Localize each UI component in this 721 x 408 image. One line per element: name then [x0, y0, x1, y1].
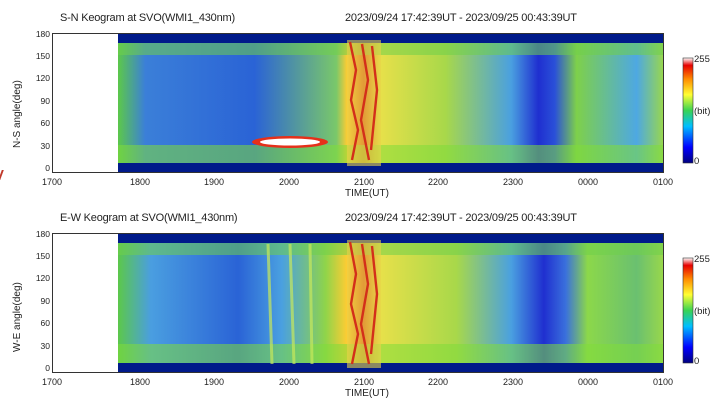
- time-range-sn: 2023/09/24 17:42:39UT - 2023/09/25 00:43…: [345, 12, 577, 24]
- y-tick-label: 0: [45, 163, 50, 173]
- x-tick-label: 1800: [129, 377, 151, 387]
- y-tick-label: 30: [40, 341, 50, 351]
- x-tick-label: 2200: [427, 377, 449, 387]
- y-tick-label: 60: [40, 118, 50, 128]
- y-tick-label: 120: [35, 273, 50, 283]
- x-tick-label: 2100: [353, 177, 375, 187]
- y-tick-label: 120: [35, 73, 50, 83]
- y-tick-label: 150: [35, 51, 50, 61]
- keogram-plot-sn: [118, 33, 694, 173]
- colorbar-unit-label: (bit): [694, 106, 711, 117]
- chart-title-ew: E-W Keogram at SVO(WMI1_430nm): [60, 212, 238, 224]
- x-tick-label: 0000: [577, 177, 599, 187]
- x-tick-label: 2000: [278, 377, 300, 387]
- y-tick-label: 90: [40, 96, 50, 106]
- y-tick-label: 90: [40, 296, 50, 306]
- time-range-ew: 2023/09/24 17:42:39UT - 2023/09/25 00:43…: [345, 212, 577, 224]
- x-tick-label: 1700: [41, 177, 63, 187]
- x-tick-label: 1700: [41, 377, 63, 387]
- y-axis-label-ew: W-E angle(deg): [12, 282, 23, 352]
- colorbar-max-label: 255: [694, 54, 710, 65]
- x-tick-label: 2100: [353, 377, 375, 387]
- colorbar-min-label: 0: [694, 156, 700, 167]
- y-tick-label: 0: [45, 363, 50, 373]
- y-tick-label: 30: [40, 141, 50, 151]
- x-tick-label: 0000: [577, 377, 599, 387]
- keogram-plot-ew: [52, 233, 694, 373]
- x-tick-label: 2300: [502, 177, 524, 187]
- x-tick-label: 0100: [652, 377, 674, 387]
- chart-title-sn: S-N Keogram at SVO(WMI1_430nm): [60, 12, 235, 24]
- y-axis-label-sn: N-S angle(deg): [12, 80, 23, 148]
- x-tick-label: 1900: [203, 377, 225, 387]
- colorbar-unit-label: (bit): [694, 306, 711, 317]
- x-tick-label: 0100: [652, 177, 674, 187]
- y-tick-label: 60: [40, 318, 50, 328]
- x-tick-label: 2300: [502, 377, 524, 387]
- y-tick-label: 150: [35, 251, 50, 261]
- keogram-panel-sn: S-N Keogram at SVO(WMI1_430nm) 2023/09/2…: [12, 12, 711, 199]
- keogram-panel-ew: E-W Keogram at SVO(WMI1_430nm) 2023/09/2…: [0, 204, 721, 408]
- x-axis-label-sn: TIME(UT): [345, 188, 389, 199]
- x-axis-label-ew: TIME(UT): [345, 388, 389, 399]
- x-tick-label: 2200: [427, 177, 449, 187]
- y-tick-label: 180: [35, 29, 50, 39]
- y-tick-label: 180: [35, 229, 50, 239]
- x-tick-label: 2000: [278, 177, 300, 187]
- x-tick-label: 1900: [203, 177, 225, 187]
- colorbar-max-label: 255: [694, 254, 710, 265]
- x-tick-label: 1800: [129, 177, 151, 187]
- colorbar-min-label: 0: [694, 356, 700, 367]
